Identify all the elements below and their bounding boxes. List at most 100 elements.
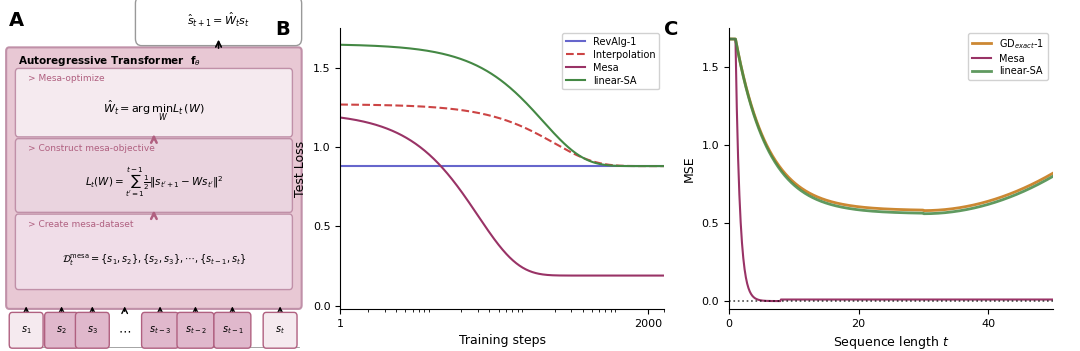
Line: Mesa: Mesa	[340, 118, 664, 276]
linear-SA	[916, 211, 929, 215]
X-axis label: Sequence length $t$: Sequence length $t$	[833, 334, 949, 351]
linear-SA	[489, 75, 502, 79]
Text: > Mesa-optimize: > Mesa-optimize	[28, 74, 105, 83]
Text: A: A	[10, 11, 25, 29]
linear-SA	[599, 163, 612, 167]
RevAlg-1	[487, 164, 500, 168]
Mesa	[1039, 297, 1052, 302]
$\mathrm{GD}_{exact}$-1	[876, 207, 889, 211]
$\mathrm{GD}_{exact}$-1	[917, 208, 930, 213]
Text: $s_{t-1}$: $s_{t-1}$	[221, 324, 243, 336]
linear-SA	[988, 200, 1001, 204]
Mesa	[599, 273, 612, 278]
$\mathrm{GD}_{exact}$-1	[1039, 175, 1052, 179]
Text: $\hat{W}_t = \arg\min_W L_t(W)$: $\hat{W}_t = \arg\min_W L_t(W)$	[104, 99, 204, 122]
RevAlg-1	[658, 164, 671, 168]
Mesa	[527, 270, 540, 274]
FancyBboxPatch shape	[15, 139, 293, 212]
linear-SA	[650, 164, 663, 168]
Interpolation	[489, 115, 502, 119]
Text: C: C	[664, 20, 678, 39]
FancyBboxPatch shape	[135, 0, 301, 46]
$\mathrm{GD}_{exact}$-1	[878, 207, 891, 211]
Interpolation	[527, 130, 540, 134]
FancyBboxPatch shape	[264, 312, 297, 348]
linear-SA	[509, 91, 522, 95]
linear-SA	[1039, 178, 1052, 183]
$\mathrm{GD}_{exact}$-1	[897, 207, 910, 212]
Text: $\mathcal{D}_t^{\mathrm{mesa}} = \{s_1, s_2\}, \{s_2, s_3\}, \cdots, \{s_{t-1}, : $\mathcal{D}_t^{\mathrm{mesa}} = \{s_1, …	[62, 253, 246, 268]
linear-SA	[658, 164, 671, 168]
RevAlg-1	[489, 164, 502, 168]
Text: $s_2$: $s_2$	[56, 324, 67, 336]
Text: $s_{t-2}$: $s_{t-2}$	[185, 324, 206, 336]
Interpolation	[599, 162, 612, 166]
Line: linear-SA: linear-SA	[340, 45, 664, 166]
Mesa	[773, 299, 786, 303]
Text: > Construct mesa-objective: > Construct mesa-objective	[28, 144, 154, 153]
Line: $\mathrm{GD}_{exact}$-1: $\mathrm{GD}_{exact}$-1	[729, 39, 1053, 211]
Text: $s_3$: $s_3$	[86, 324, 98, 336]
linear-SA	[897, 211, 910, 215]
Text: $\hat{s}_{t+1} = \hat{W}_t s_t$: $\hat{s}_{t+1} = \hat{W}_t s_t$	[187, 11, 249, 29]
RevAlg-1	[650, 164, 663, 168]
FancyBboxPatch shape	[214, 312, 251, 348]
Mesa	[620, 273, 633, 278]
FancyBboxPatch shape	[141, 312, 178, 348]
Mesa	[899, 297, 912, 302]
Interpolation	[509, 122, 522, 126]
Mesa	[1047, 297, 1059, 302]
FancyBboxPatch shape	[76, 312, 109, 348]
Line: Interpolation: Interpolation	[340, 105, 664, 166]
Mesa	[879, 297, 892, 302]
RevAlg-1	[509, 164, 522, 168]
Mesa	[658, 273, 671, 278]
Mesa	[650, 273, 663, 278]
Text: $L_t(W) = \sum_{t^{\prime}=1}^{t-1} \frac{1}{2}\|s_{t^{\prime}+1} - Ws_{t^{\prim: $L_t(W) = \sum_{t^{\prime}=1}^{t-1} \fra…	[84, 165, 224, 199]
FancyBboxPatch shape	[177, 312, 214, 348]
Mesa	[334, 115, 347, 120]
Mesa	[489, 239, 502, 244]
Text: B: B	[275, 20, 291, 39]
RevAlg-1	[527, 164, 540, 168]
Text: $s_{t-3}$: $s_{t-3}$	[149, 324, 171, 336]
Text: $s_1$: $s_1$	[21, 324, 31, 336]
linear-SA	[876, 210, 889, 214]
linear-SA	[878, 210, 891, 214]
linear-SA	[334, 43, 347, 47]
Mesa	[509, 260, 522, 265]
Text: Autoregressive Transformer  $\mathbf{f}_{\theta}$: Autoregressive Transformer $\mathbf{f}_{…	[18, 54, 202, 68]
linear-SA	[487, 73, 500, 78]
Interpolation	[650, 164, 663, 168]
Mesa	[723, 37, 735, 41]
linear-SA	[1047, 174, 1059, 178]
Line: Mesa: Mesa	[729, 39, 1053, 301]
Line: linear-SA: linear-SA	[729, 39, 1053, 214]
linear-SA	[723, 37, 735, 41]
Text: > Create mesa-dataset: > Create mesa-dataset	[28, 220, 133, 229]
RevAlg-1	[334, 164, 347, 168]
$\mathrm{GD}_{exact}$-1	[1047, 171, 1059, 175]
linear-SA	[917, 212, 930, 216]
$\mathrm{GD}_{exact}$-1	[988, 197, 1001, 201]
Legend: RevAlg-1, Interpolation, Mesa, linear-SA: RevAlg-1, Interpolation, Mesa, linear-SA	[562, 33, 659, 90]
Interpolation	[334, 102, 347, 107]
Interpolation	[658, 164, 671, 168]
FancyBboxPatch shape	[10, 312, 43, 348]
linear-SA	[527, 108, 540, 112]
Text: $s_t$: $s_t$	[275, 324, 285, 336]
Y-axis label: Test Loss: Test Loss	[294, 140, 308, 197]
FancyBboxPatch shape	[44, 312, 79, 348]
Y-axis label: MSE: MSE	[683, 155, 697, 182]
Interpolation	[487, 114, 500, 119]
FancyBboxPatch shape	[15, 68, 293, 137]
Mesa	[877, 297, 890, 302]
Mesa	[916, 297, 929, 302]
$\mathrm{GD}_{exact}$-1	[916, 208, 929, 212]
RevAlg-1	[599, 164, 612, 168]
Text: $\cdots$: $\cdots$	[118, 324, 131, 337]
Legend: $\mathrm{GD}_{exact}$-1, Mesa, linear-SA: $\mathrm{GD}_{exact}$-1, Mesa, linear-SA	[968, 33, 1048, 80]
FancyBboxPatch shape	[15, 214, 293, 290]
Mesa	[487, 237, 500, 241]
X-axis label: Training steps: Training steps	[459, 334, 545, 347]
